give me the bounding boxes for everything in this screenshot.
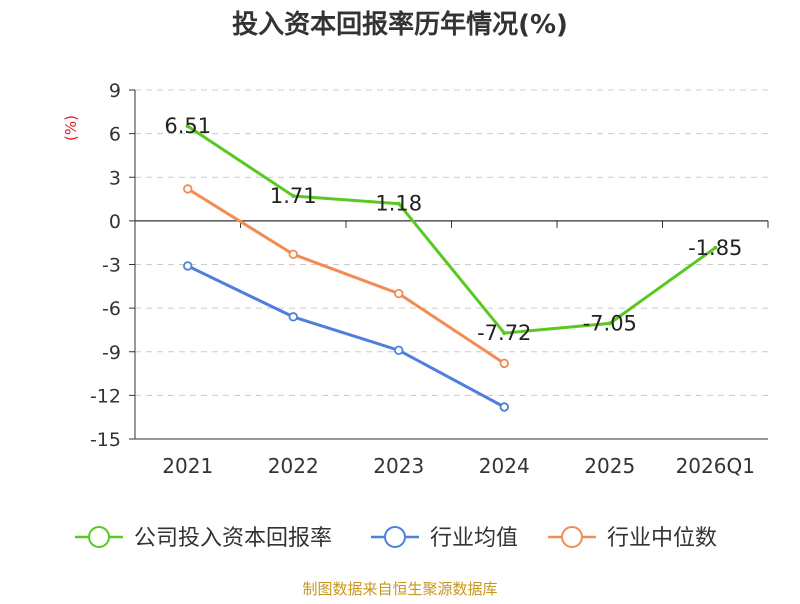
- legend-item: 公司投入资本回报率: [75, 526, 332, 551]
- legend-label: 行业中位数: [607, 526, 717, 551]
- data-point: [502, 331, 507, 336]
- data-label: 1.18: [375, 192, 422, 216]
- x-tick-label: 2023: [373, 454, 424, 478]
- data-point: [394, 288, 404, 299]
- x-tick-label: 2024: [479, 454, 530, 478]
- data-point: [499, 402, 509, 412]
- data-point: [288, 249, 298, 260]
- legend-label: 行业均值: [430, 526, 518, 551]
- data-label: 1.71: [270, 184, 317, 208]
- legend-swatch-marker: [384, 526, 406, 548]
- legend-swatch-marker: [88, 526, 110, 548]
- data-point: [394, 345, 404, 355]
- grid-lines: [135, 89, 768, 440]
- legend-label: 公司投入资本回报率: [134, 526, 332, 551]
- series-line: [187, 264, 506, 409]
- series-line: [186, 124, 717, 335]
- y-tick-label: -9: [102, 342, 121, 364]
- y-tick-label: 0: [109, 211, 121, 233]
- data-point: [183, 184, 193, 194]
- y-tick-label: -3: [102, 255, 121, 277]
- y-tick-label: -6: [102, 298, 121, 320]
- data-label: 6.51: [164, 114, 211, 138]
- data-label: -1.85: [688, 236, 742, 260]
- data-label: -7.72: [477, 321, 531, 345]
- data-point: [713, 245, 718, 250]
- legend-item: 行业均值: [371, 526, 518, 551]
- x-tick-label: 2026Q1: [676, 454, 755, 478]
- y-tick-label: -15: [90, 429, 121, 451]
- data-point: [291, 194, 296, 199]
- source-note: 制图数据来自恒生聚源数据库: [302, 580, 497, 598]
- data-point: [288, 312, 298, 322]
- data-point: [183, 261, 193, 271]
- data-point: [185, 124, 190, 129]
- legend-swatch-marker: [561, 526, 583, 548]
- y-axis-label: (%): [62, 115, 80, 141]
- x-tick-label: 2022: [268, 454, 319, 478]
- data-point: [396, 201, 401, 206]
- axes: 9 6 3 0 -3 -6 -9 -12 -15 2021 2022 2023 2024 2025 2026…: [90, 80, 769, 478]
- y-tick-label: 9: [109, 80, 121, 102]
- y-tick-label: 3: [109, 167, 121, 189]
- legend-item: 行业中位数: [548, 526, 717, 551]
- data-point: [607, 321, 612, 326]
- x-tick-label: 2021: [162, 454, 213, 478]
- y-tick-label: 6: [109, 124, 121, 146]
- series-lines: [183, 124, 718, 412]
- chart-title: 投入资本回报率历年情况(%): [232, 9, 568, 40]
- y-tick-label: -12: [90, 385, 121, 407]
- series-line: [187, 187, 506, 365]
- x-tick-label: 2025: [584, 454, 635, 478]
- data-labels: 6.51 1.71 1.18 -7.72 -7.05 -1.85: [164, 114, 742, 345]
- data-point: [499, 358, 509, 369]
- legend: 公司投入资本回报率 行业均值 行业中位数: [75, 526, 717, 551]
- data-label: -7.05: [583, 311, 637, 335]
